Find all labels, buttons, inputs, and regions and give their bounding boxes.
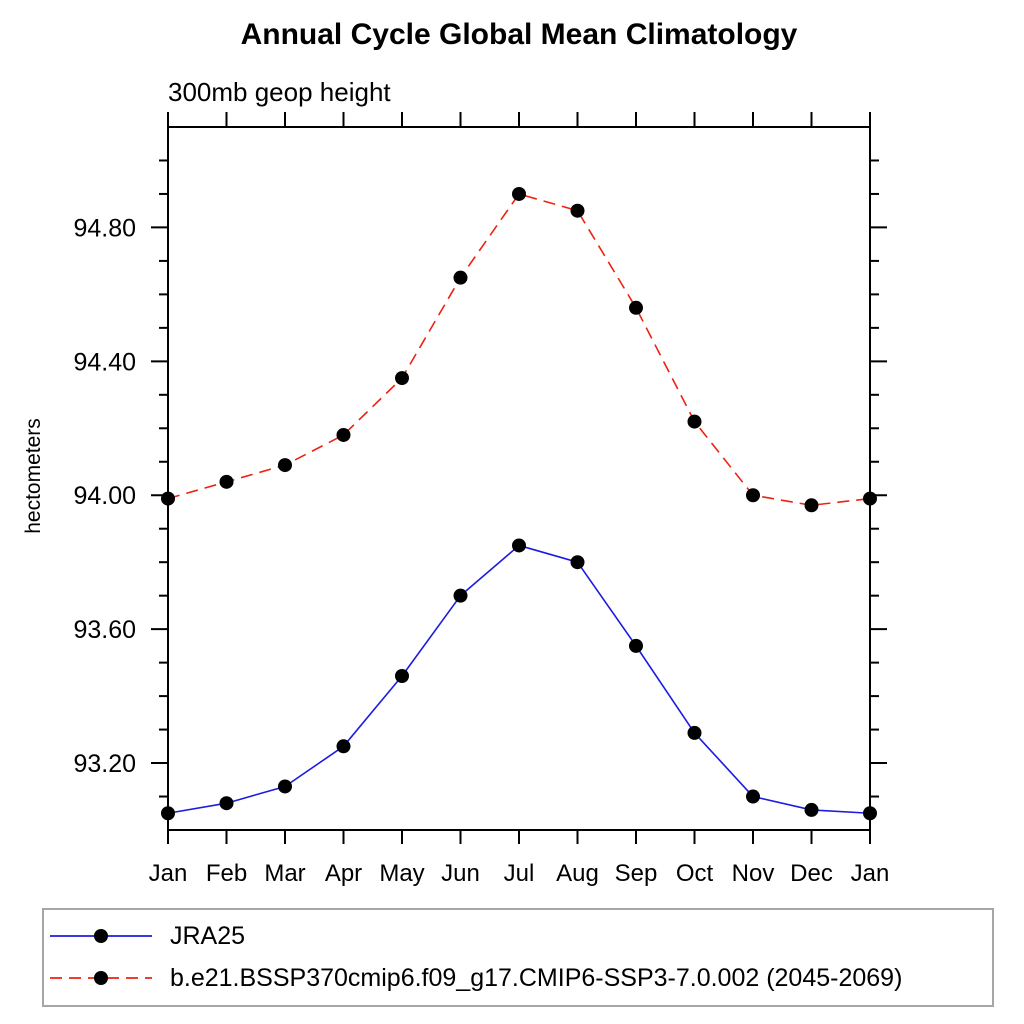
x-tick-label: Jul: [504, 860, 535, 887]
data-point-marker: [161, 491, 175, 506]
y-tick-label: 93.20: [73, 750, 136, 778]
data-point-marker: [570, 203, 585, 218]
x-tick-label: Apr: [325, 860, 362, 887]
x-tick-label: Feb: [206, 860, 247, 887]
y-tick-label: 94.00: [73, 482, 136, 510]
data-point-marker: [512, 186, 526, 201]
y-tick-label: 94.40: [73, 348, 136, 376]
y-tick-label: 93.60: [73, 616, 136, 644]
chart-title: Annual Cycle Global Mean Climatology: [240, 18, 798, 51]
legend-swatch-solid-line: [50, 929, 152, 943]
data-point-marker: [629, 300, 643, 315]
series-line-1: [167, 193, 871, 507]
legend-swatch-marker: [94, 971, 108, 985]
data-point-marker: [687, 725, 702, 740]
data-point-marker: [219, 796, 234, 811]
x-tick-label: Oct: [676, 860, 714, 887]
data-point-marker: [746, 488, 760, 503]
data-point-marker: [453, 588, 468, 603]
chart-subtitle: 300mb geop height: [168, 77, 391, 107]
data-point-marker: [804, 802, 819, 817]
legend-label-jra25: JRA25: [170, 921, 246, 950]
data-point-marker: [570, 555, 585, 570]
data-point-marker: [278, 458, 292, 473]
legend-item-jra25: JRA25: [44, 915, 992, 957]
legend-box: JRA25 b.e21.BSSP370cmip6.f09_g17.CMIP6-S…: [42, 908, 994, 1007]
data-point-marker: [804, 498, 819, 513]
data-point-marker: [512, 538, 526, 553]
x-tick-label: Mar: [264, 860, 305, 887]
series-line-0: [167, 544, 871, 815]
data-point-marker: [395, 669, 409, 684]
y-tick-label: 94.80: [73, 214, 136, 242]
data-point-marker: [336, 739, 351, 754]
data-point-marker: [278, 779, 292, 794]
data-point-marker: [336, 427, 351, 442]
data-point-marker: [629, 638, 643, 653]
x-tick-label: Dec: [790, 860, 833, 887]
x-tick-label: Jun: [441, 860, 480, 887]
x-tick-label: May: [379, 860, 424, 887]
legend-swatch-marker: [94, 929, 108, 943]
x-tick-label: Nov: [732, 860, 775, 887]
data-point-marker: [219, 474, 234, 489]
data-point-marker: [453, 270, 468, 285]
legend-item-model: b.e21.BSSP370cmip6.f09_g17.CMIP6-SSP3-7.…: [44, 957, 992, 999]
data-point-marker: [687, 414, 702, 429]
data-point-marker: [863, 491, 877, 506]
legend-swatch-dashed-line: [50, 971, 152, 985]
x-tick-label: Jan: [851, 860, 890, 887]
data-point-marker: [395, 371, 409, 386]
legend-label-model: b.e21.BSSP370cmip6.f09_g17.CMIP6-SSP3-7.…: [170, 963, 903, 992]
data-point-marker: [746, 789, 760, 804]
data-point-marker: [863, 806, 877, 821]
x-tick-label: Jan: [149, 860, 188, 887]
data-point-marker: [161, 806, 175, 821]
x-tick-label: Sep: [615, 860, 658, 887]
plot-frame: [167, 126, 871, 831]
x-tick-label: Aug: [556, 860, 599, 887]
